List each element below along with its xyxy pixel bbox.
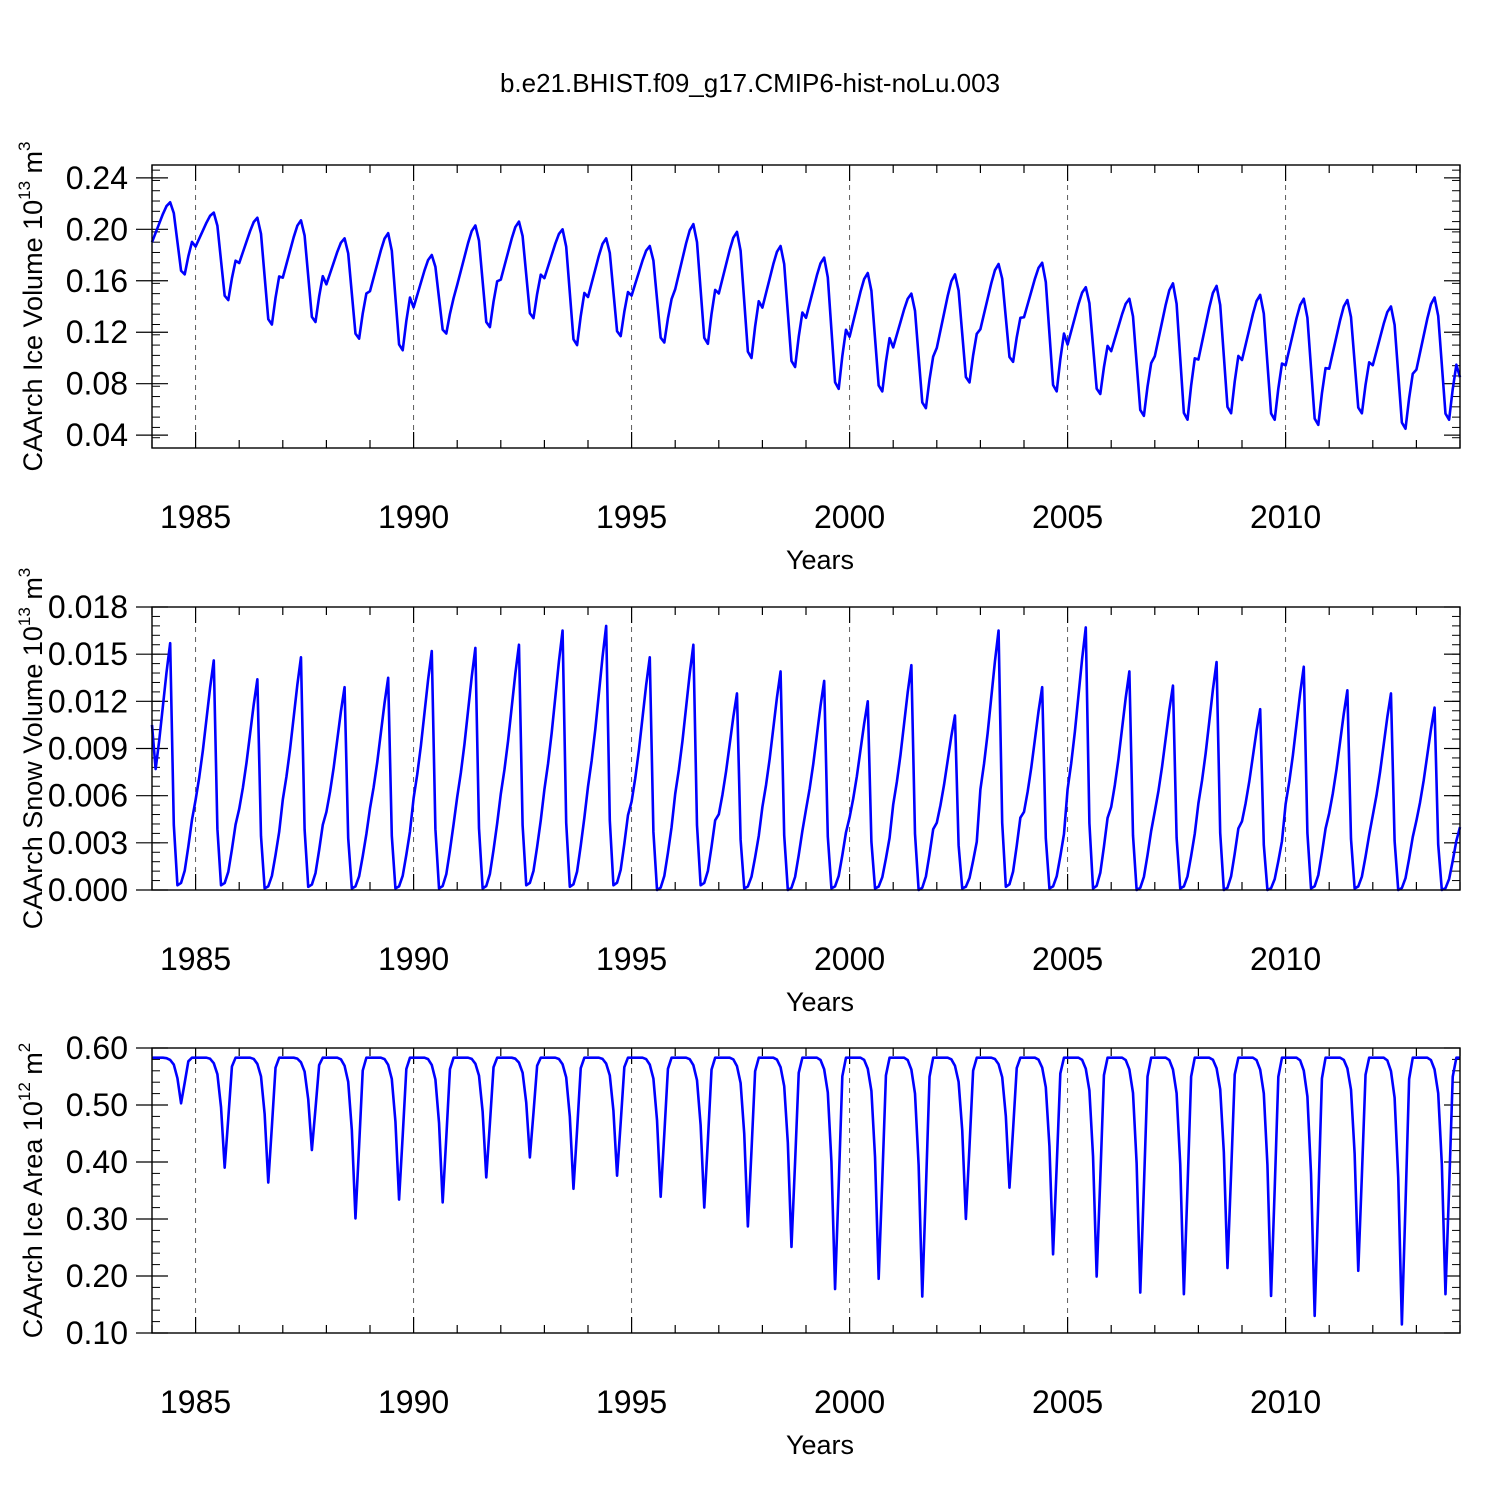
- x-tick-label: 1985: [160, 499, 231, 535]
- series-line: [150, 624, 1462, 892]
- x-tick-label: 2000: [814, 1384, 885, 1420]
- plot-frame: [151, 1047, 1461, 1334]
- x-tick-label: 2010: [1250, 1384, 1321, 1420]
- y-tick-label: 0.20: [66, 1258, 128, 1294]
- x-tick-label: 2005: [1032, 1384, 1103, 1420]
- y-tick-label: 0.08: [66, 366, 128, 402]
- y-tick-label: 0.20: [66, 211, 128, 247]
- y-tick-label: 0.10: [66, 1315, 128, 1351]
- y-axis-label-unit: m: [18, 151, 48, 181]
- series-line: [150, 201, 1462, 430]
- panel-ice-volume: 0.04 0.08 0.12 0.16 0.20 0.24 1985 1990 1995 2000…: [15, 141, 1462, 575]
- chart-title: b.e21.BHIST.f09_g17.CMIP6-hist-noLu.003: [500, 68, 1000, 98]
- series-line: [152, 1056, 1460, 1326]
- y-tick-label: 0.009: [48, 731, 128, 767]
- panel-snow-volume: 0.000 0.003 0.006 0.009 0.012 0.015 0.018 1985 1…: [15, 568, 1462, 1017]
- y-tick-label: 0.000: [48, 872, 128, 908]
- x-tick-label: 1995: [596, 1384, 667, 1420]
- x-tick-label: 1995: [596, 499, 667, 535]
- y-axis-label: CAArch Ice Area 1012 m2: [15, 1043, 48, 1339]
- y-axis-label-main: CAArch Ice Volume 10: [18, 200, 48, 472]
- x-tick-label: 1990: [378, 499, 449, 535]
- y-tick-label: 0.018: [48, 589, 128, 625]
- x-axis-label: Years: [786, 1430, 854, 1460]
- x-tick-label: 1990: [378, 1384, 449, 1420]
- y-tick-label: 0.015: [48, 636, 128, 672]
- y-axis-label-unit-exp: 3: [15, 141, 34, 150]
- x-tick-label: 1985: [160, 1384, 231, 1420]
- y-tick-label: 0.006: [48, 778, 128, 814]
- x-tick-label: 2000: [814, 941, 885, 977]
- y-tick-label: 0.24: [66, 160, 128, 196]
- x-tick-label: 2000: [814, 499, 885, 535]
- x-tick-label: 2005: [1032, 499, 1103, 535]
- y-tick-label: 0.16: [66, 263, 128, 299]
- x-axis-label: Years: [786, 987, 854, 1017]
- y-tick-label: 0.12: [66, 314, 128, 350]
- y-axis-label: CAArch Ice Volume 1013 m3: [15, 141, 48, 471]
- y-axis-label-main: CAArch Ice Area 10: [18, 1101, 48, 1338]
- x-tick-label: 2010: [1250, 499, 1321, 535]
- x-tick-label: 1995: [596, 941, 667, 977]
- y-axis-label-unit-exp: 2: [15, 1043, 34, 1052]
- x-tick-label: 2010: [1250, 941, 1321, 977]
- x-axis-label: Years: [786, 545, 854, 575]
- y-tick-label: 0.40: [66, 1144, 128, 1180]
- y-axis-label-exp: 13: [15, 181, 34, 200]
- x-tick-label: 1985: [160, 941, 231, 977]
- y-tick-label: 0.60: [66, 1030, 128, 1066]
- y-tick-label: 0.30: [66, 1201, 128, 1237]
- y-axis-label-exp: 13: [15, 607, 34, 626]
- y-axis-label-unit: m: [18, 1052, 48, 1082]
- x-tick-label: 1990: [378, 941, 449, 977]
- y-axis-label-unit: m: [18, 577, 48, 607]
- y-axis-label-unit-exp: 3: [15, 568, 34, 577]
- y-axis-label-main: CAArch Snow Volume 10: [18, 626, 48, 929]
- y-axis-label: CAArch Snow Volume 1013 m3: [15, 568, 48, 930]
- y-axis-label-exp: 12: [15, 1082, 34, 1101]
- panel-ice-area: 0.10 0.20 0.30 0.40 0.50 0.60 1985 1990 1995 2000…: [15, 1030, 1461, 1460]
- y-tick-label: 0.003: [48, 825, 128, 861]
- x-tick-label: 2005: [1032, 941, 1103, 977]
- y-tick-label: 0.04: [66, 417, 128, 453]
- y-tick-label: 0.012: [48, 683, 128, 719]
- plot-frame: [151, 606, 1461, 891]
- y-tick-label: 0.50: [66, 1087, 128, 1123]
- plot-frame: [151, 164, 1461, 449]
